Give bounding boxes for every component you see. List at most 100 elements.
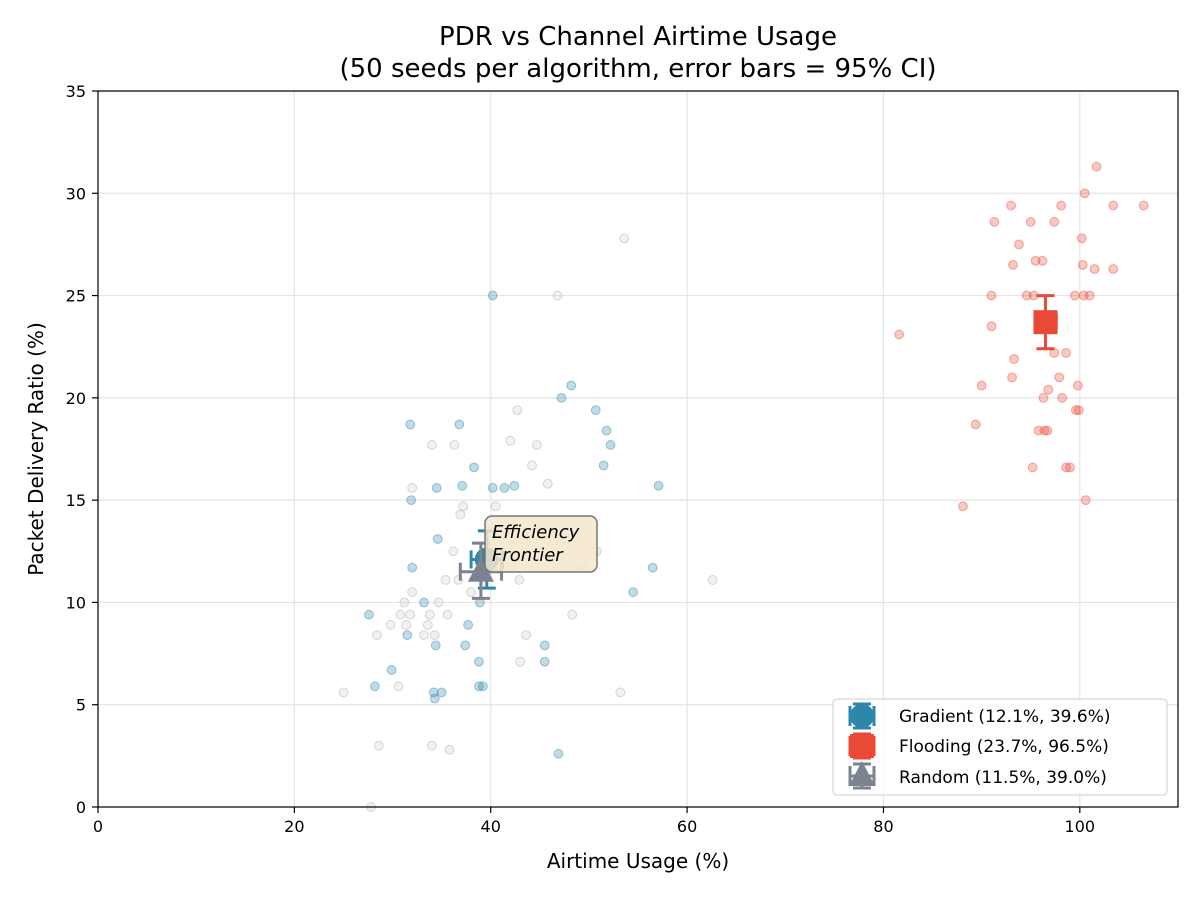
scatter-point-flooding [1027, 462, 1038, 473]
legend: Gradient (12.1%, 39.6%) Flooding (23.7%,… [832, 698, 1168, 796]
y-tick-label: 30 [66, 184, 86, 203]
scatter-point-random [514, 575, 525, 585]
y-tick-label: 0 [76, 798, 86, 817]
legend-label-flooding: Flooding (23.7%, 96.5%) [899, 737, 1109, 757]
scatter-point-random [426, 440, 437, 450]
scatter-point-gradient [454, 419, 465, 430]
scatter-point-flooding [1037, 255, 1048, 266]
scatter-point-random [619, 233, 630, 244]
scatter-point-random [424, 609, 435, 620]
scatter-point-flooding [1008, 259, 1018, 270]
legend-marker-flooding [850, 734, 874, 758]
scatter-point-flooding [1070, 405, 1081, 416]
scatter-point-flooding [989, 217, 1000, 227]
y-tick-label: 10 [66, 593, 86, 612]
scatter-point-gradient [474, 681, 484, 692]
scatter-point-flooding [1072, 380, 1083, 391]
chart-title-line2: (50 seeds per algorithm, error bars = 95… [339, 54, 936, 84]
scatter-point-gradient [407, 562, 418, 573]
y-tick-label: 15 [66, 491, 86, 510]
mean-marker-flooding [1033, 310, 1058, 335]
scatter-point-gradient [431, 482, 442, 493]
scatter-point-gradient [509, 480, 520, 491]
scatter-point-random [371, 630, 382, 641]
scatter-point-gradient [369, 681, 380, 692]
scatter-point-random [512, 405, 523, 416]
scatter-point-flooding [1078, 290, 1089, 301]
mean-marker-random [467, 556, 494, 582]
y-axis-ticks: 0 5 10 15 20 25 30 35 [66, 82, 98, 817]
scatter-point-flooding [1007, 372, 1017, 383]
annotation-line1: Efficiency [492, 522, 580, 543]
y-tick-label: 5 [76, 696, 86, 715]
scatter-point-flooding [1084, 290, 1095, 301]
scatter-point-random [395, 609, 406, 620]
scatter-point-random [429, 630, 440, 641]
scatter-point-flooding [1138, 200, 1149, 211]
scatter-point-gradient [386, 665, 397, 675]
scatter-point-flooding [1079, 188, 1090, 199]
legend-handles [848, 702, 876, 790]
scatter-point-flooding [1057, 392, 1068, 403]
scatter-point-random [552, 290, 563, 301]
scatter-point-gradient [419, 597, 429, 608]
scatter-point-flooding [1025, 217, 1036, 227]
scatter-point-random [393, 681, 404, 692]
scatter-point-flooding [1108, 264, 1119, 274]
scatter-point-flooding [1054, 372, 1065, 383]
scatter-point-random [442, 609, 453, 620]
scatter-point-random [373, 740, 384, 751]
scatter-point-gradient [406, 495, 417, 506]
y-tick-label: 20 [66, 389, 86, 408]
scatter-point-random [542, 478, 553, 489]
scatter-point-random [527, 460, 537, 471]
scatter-point-random [433, 597, 444, 608]
scatter-point-random [407, 482, 418, 493]
legend-handle-flooding [848, 732, 876, 760]
scatter-point-flooding [1076, 233, 1087, 244]
scatter-point-random [515, 656, 526, 667]
scatter-point-flooding [1056, 200, 1067, 211]
scatter-point-random [449, 440, 460, 450]
scatter-point-gradient [605, 440, 616, 450]
scatter-point-gradient [402, 630, 413, 641]
scatter-point-flooding [986, 290, 997, 301]
x-tick-label: 60 [677, 817, 697, 836]
scatter-point-random [444, 744, 455, 755]
legend-label-gradient: Gradient (12.1%, 39.6%) [899, 707, 1110, 727]
scatter-point-gradient [432, 534, 443, 544]
scatter-point-flooding [1061, 347, 1071, 358]
scatter-point-flooding [1021, 290, 1032, 301]
annotation-line2: Frontier [492, 545, 564, 566]
scatter-point-gradient [553, 748, 564, 759]
scatter-point-flooding [1042, 425, 1053, 436]
scatter-point-gradient [556, 392, 567, 403]
y-tick-label: 35 [66, 82, 86, 101]
annotation-box [484, 515, 598, 573]
scatter-point-random [615, 687, 626, 698]
scatter-point-gradient [436, 687, 447, 698]
scatter-point-flooding [958, 501, 968, 512]
scatter-point-flooding [1070, 290, 1080, 301]
plot-area [98, 91, 1178, 807]
scatter-point-gradient [601, 425, 612, 436]
scatter-point-gradient [463, 620, 474, 630]
scatter-point-gradient [539, 640, 550, 651]
scatter-point-flooding [1006, 200, 1016, 211]
chart-title-line1: PDR vs Channel Airtime Usage [439, 22, 837, 52]
scatter-point-random [422, 620, 433, 630]
scatter-point-flooding [1033, 425, 1044, 436]
scatter-point-flooding [1108, 200, 1119, 211]
scatter-point-random [458, 501, 469, 512]
scatter-point-random [707, 575, 718, 585]
scatter-point-gradient [474, 656, 484, 667]
scatter-point-gradient [460, 640, 471, 651]
scatter-point-flooding [1009, 354, 1019, 364]
legend-handle-random [848, 761, 876, 790]
scatter-point-random [440, 575, 451, 585]
legend-handle-gradient [848, 702, 876, 730]
scatter-point-flooding [1080, 495, 1091, 506]
scatter-point-random [385, 620, 396, 630]
x-tick-label: 80 [873, 817, 893, 836]
